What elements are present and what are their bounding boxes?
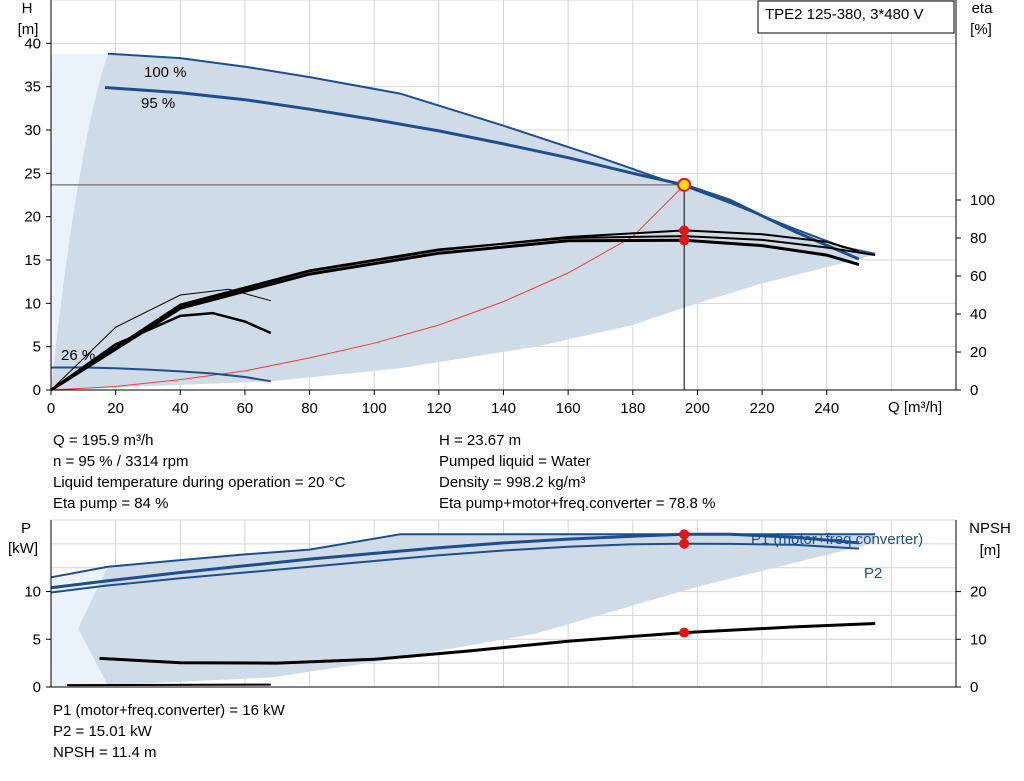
liquid-temperature: Liquid temperature during operation = 20… xyxy=(53,474,346,491)
npsh-axis-title: NPSH xyxy=(969,520,1011,537)
eta-axis-unit: [%] xyxy=(970,21,992,38)
operating-point-right: H = 23.67 m Pumped liquid = Water Densit… xyxy=(439,430,715,514)
power-envelope-left-edge xyxy=(51,566,108,687)
flow-tick-label: 60 xyxy=(237,400,254,417)
p2-curve xyxy=(50,542,860,594)
eta-pump-95-curve xyxy=(50,229,860,391)
head-tick-label: 0 xyxy=(33,382,41,399)
curve-label-100: 100 % xyxy=(144,64,187,81)
head-tick-label: 40 xyxy=(24,35,41,52)
head-tick-label: 5 xyxy=(33,339,41,356)
eta-26-overall-curve xyxy=(50,311,272,392)
envelope-left-edge xyxy=(51,53,108,390)
head-axis-ticks: 0 20 40 60 80 100 120 140 160 180 200 220 2400510152… xyxy=(24,0,995,417)
head-tick-label: 35 xyxy=(24,79,41,96)
operating-point-left: Q = 195.9 m³/h n = 95 % / 3314 rpm Liqui… xyxy=(53,430,345,514)
head-tick-label: 10 xyxy=(24,295,41,312)
power-axis-title: P xyxy=(21,520,31,537)
head-tick-label: 20 xyxy=(24,209,41,226)
npsh-tick-label: 10 xyxy=(970,631,987,648)
p1-curve xyxy=(50,533,876,579)
flow-tick-label: 0 xyxy=(47,400,55,417)
density-value: Density = 998.2 kg/m³ xyxy=(439,474,586,491)
p1-26-curve xyxy=(67,683,271,687)
eta-total-marker xyxy=(679,235,690,246)
p1-marker xyxy=(679,529,690,540)
power-curves xyxy=(50,529,876,687)
flow-tick-label: 140 xyxy=(491,400,516,417)
npsh-curve xyxy=(99,622,876,665)
duty-point-marker xyxy=(677,177,692,192)
flow-value: Q = 195.9 m³/h xyxy=(53,432,154,449)
head-curve-95 xyxy=(104,86,860,261)
p1-95-curve xyxy=(50,532,860,590)
flow-tick-label: 120 xyxy=(426,400,451,417)
npsh-marker xyxy=(679,627,690,638)
eta-pump-value: Eta pump = 84 % xyxy=(53,495,169,512)
power-tick-label: 5 xyxy=(33,631,41,648)
eta-26-pump-curve xyxy=(50,288,271,391)
head-tick-label: 30 xyxy=(24,122,41,139)
npsh-tick-label: 20 xyxy=(970,584,987,601)
flow-tick-label: 180 xyxy=(620,400,645,417)
operating-envelope xyxy=(51,53,876,390)
eta-tick-label: 20 xyxy=(970,344,987,361)
curve-label-95: 95 % xyxy=(141,95,175,112)
head-axis-unit: [m] xyxy=(18,21,39,38)
p2-marker xyxy=(679,538,690,549)
power-axis-unit: [kW] xyxy=(8,540,38,557)
flow-tick-label: 200 xyxy=(685,400,710,417)
speed-value: n = 95 % / 3314 rpm xyxy=(53,453,189,470)
power-summary: P1 (motor+freq.converter) = 16 kW P2 = 1… xyxy=(53,700,285,763)
eta-pump-marker xyxy=(679,225,690,236)
eta-95-curve xyxy=(50,238,860,392)
eta-tick-label: 0 xyxy=(970,382,978,399)
flow-tick-label: 160 xyxy=(556,400,581,417)
eta-tick-label: 100 xyxy=(970,192,995,209)
flow-tick-label: 80 xyxy=(301,400,318,417)
pumped-liquid: Pumped liquid = Water xyxy=(439,453,591,470)
eta-total-value: Eta pump+motor+freq.converter = 78.8 % xyxy=(439,495,716,512)
power-tick-label: 10 xyxy=(24,584,41,601)
system-curve xyxy=(50,184,685,391)
head-tick-label: 25 xyxy=(24,165,41,182)
model-label-box: TPE2 125-380, 3*480 V xyxy=(757,0,955,34)
head-axis-title: H xyxy=(22,0,33,17)
power-axis-ticks: 0 5 10 0 10 20 xyxy=(24,520,987,696)
head-curve-100 xyxy=(107,52,876,255)
curve-label-26: 26 % xyxy=(61,347,95,364)
flow-tick-label: 220 xyxy=(750,400,775,417)
p2-value: P2 = 15.01 kW xyxy=(53,723,152,740)
npsh-axis-unit: [m] xyxy=(980,542,1001,559)
p1-value: P1 (motor+freq.converter) = 16 kW xyxy=(53,702,285,719)
flow-tick-label: 100 xyxy=(362,400,387,417)
p1-series-label: P1 (motor+freq.converter) xyxy=(751,531,923,548)
model-label: TPE2 125-380, 3*480 V xyxy=(765,6,923,23)
npsh-tick-label: 0 xyxy=(970,679,978,696)
head-tick-label: 15 xyxy=(24,252,41,269)
p2-series-label: P2 xyxy=(864,565,882,582)
eta-tick-label: 40 xyxy=(970,306,987,323)
head-curves xyxy=(50,52,876,392)
npsh-value: NPSH = 11.4 m xyxy=(53,744,157,761)
flow-tick-label: 40 xyxy=(172,400,189,417)
eta-axis-title: eta xyxy=(972,0,994,17)
eta-tick-label: 80 xyxy=(970,230,987,247)
flow-tick-label: 240 xyxy=(814,400,839,417)
head-value: H = 23.67 m xyxy=(439,432,522,449)
power-tick-label: 0 xyxy=(33,679,41,696)
flow-axis-label: Q [m³/h] xyxy=(888,399,942,416)
eta-tick-label: 60 xyxy=(970,268,987,285)
flow-tick-label: 20 xyxy=(107,400,124,417)
